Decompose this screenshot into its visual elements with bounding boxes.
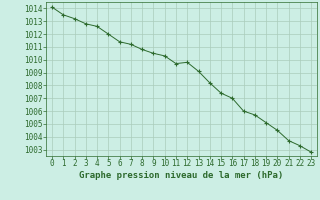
X-axis label: Graphe pression niveau de la mer (hPa): Graphe pression niveau de la mer (hPa)	[79, 171, 284, 180]
